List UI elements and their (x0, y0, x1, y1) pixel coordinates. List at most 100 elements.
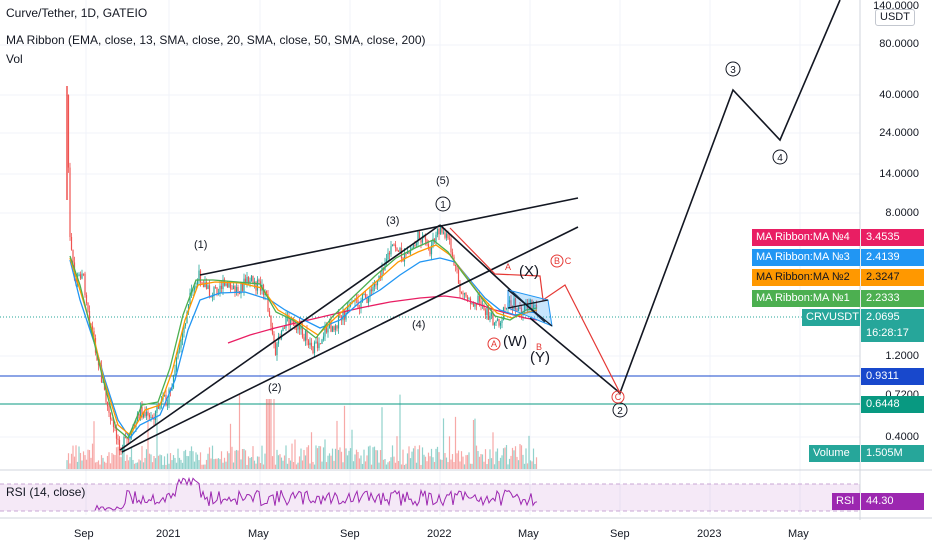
candle-body (267, 294, 269, 312)
candle-body (157, 405, 160, 409)
red-abc-path[interactable] (449, 227, 621, 394)
candle-body (327, 328, 329, 333)
candle-body (298, 323, 301, 330)
volume-bar (318, 445, 320, 469)
price-label: 14.0000 (879, 168, 919, 180)
time-label: Sep (74, 528, 94, 540)
volume-bar (309, 463, 311, 469)
volume-bar (456, 453, 458, 469)
volume-bar (358, 458, 361, 469)
circle-label-2: 2 (617, 406, 623, 417)
candle-body (250, 275, 253, 281)
ma2-value: 2.3247 (861, 269, 924, 286)
volume-bar (79, 452, 82, 469)
legend-symbol[interactable]: Curve/Tether, 1D, GATEIO (6, 6, 148, 20)
candle-body (102, 381, 104, 383)
volume-bar (174, 457, 176, 469)
volume-bar (273, 399, 275, 469)
volume-bar (450, 459, 452, 469)
volume-bar (244, 450, 247, 469)
candle-body (231, 288, 233, 290)
time-label: May (248, 528, 269, 540)
volume-bar (186, 455, 188, 469)
projection-path[interactable] (529, 0, 841, 395)
volume-bar (255, 463, 257, 469)
volume-bar (312, 461, 314, 469)
volume-bar (214, 458, 217, 469)
volume-bar (66, 460, 68, 469)
volume-bar (67, 453, 70, 469)
candle-body (331, 326, 334, 332)
candle-body (445, 233, 448, 238)
candle-body (280, 331, 283, 339)
rsi-band (0, 484, 860, 511)
volume-bar (402, 449, 404, 469)
volume-bar (459, 461, 461, 469)
volume-bar (169, 453, 172, 469)
candle-body (379, 275, 382, 278)
volume-bar (510, 455, 512, 469)
candle-body (120, 450, 122, 452)
price-label: 0.4000 (885, 431, 919, 443)
candle-body (153, 417, 155, 420)
candle-body (211, 296, 214, 298)
legend-ma-ribbon[interactable]: MA Ribbon (EMA, close, 13, SMA, close, 2… (6, 33, 426, 47)
time-label: May (788, 528, 809, 540)
volume-bar (192, 451, 194, 469)
legend-rsi[interactable]: RSI (14, close) (6, 485, 86, 499)
candle-body (376, 280, 379, 286)
ma-ribbon-13 (69, 239, 538, 440)
candle-body (132, 425, 134, 431)
candle-body (388, 252, 391, 255)
volume-bar (165, 464, 167, 469)
volume-bar (330, 455, 332, 469)
candle-body (385, 259, 388, 263)
candle-body (208, 285, 211, 297)
volume-bar (76, 461, 79, 469)
volume-bar (148, 453, 151, 469)
candle-body (214, 287, 217, 289)
candle-body (444, 232, 446, 238)
legend-volume[interactable]: Vol (6, 52, 23, 66)
volume-bar (199, 452, 202, 469)
candle-body (124, 436, 127, 438)
volume-bar (163, 456, 166, 469)
volume-bar (222, 462, 224, 469)
candle-body (237, 286, 239, 292)
candle-body (472, 303, 475, 307)
candle-body (439, 226, 442, 235)
currency-unit-button[interactable]: USDT (875, 9, 915, 26)
candle-body (156, 405, 158, 411)
candle-body (495, 320, 497, 324)
candle-body (196, 280, 199, 287)
volume-bar (528, 435, 530, 469)
trendlines[interactable] (119, 197, 579, 453)
volume-bar (189, 450, 191, 469)
volume-bar (126, 454, 128, 469)
candle-body (313, 342, 316, 354)
candle-body (480, 301, 482, 305)
candle-body (204, 282, 206, 288)
candle-body (234, 285, 236, 293)
candle-body (514, 298, 517, 310)
candle-body (283, 327, 286, 329)
volume-bar (340, 451, 343, 469)
candle-body (519, 307, 521, 309)
volume-bar (237, 450, 239, 469)
ma-ribbon-200 (227, 295, 538, 344)
volume-bar (337, 449, 340, 469)
volume-bar (331, 448, 334, 469)
candle-body (429, 247, 431, 255)
candle-body (303, 337, 305, 341)
volume-bar (138, 459, 140, 469)
candle-body (202, 283, 205, 288)
candle-body (367, 297, 370, 304)
candle-body (210, 296, 212, 298)
volume-bar (196, 454, 199, 469)
volume-bar (235, 449, 238, 469)
candle-body (493, 323, 496, 326)
candle-body (171, 387, 173, 391)
volume-bar (204, 464, 206, 469)
